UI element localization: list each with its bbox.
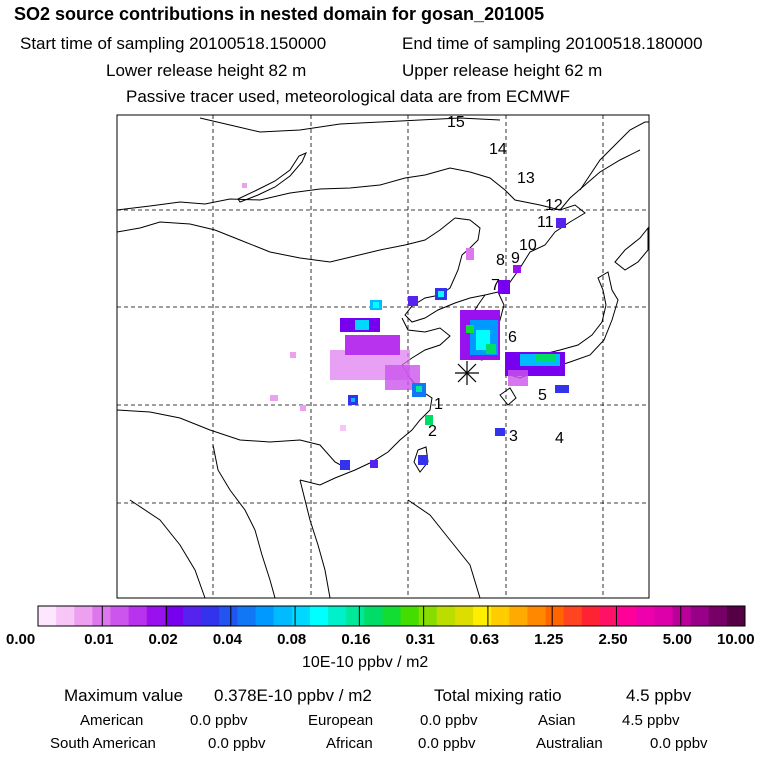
trajectory-label: 9 <box>511 250 520 267</box>
colorbar-swatch <box>110 606 130 626</box>
trajectory-label: 2 <box>428 423 437 440</box>
trajectory-label: 12 <box>545 197 563 214</box>
colorbar-tick-label: 0.01 <box>84 631 114 648</box>
source-value-european: 0.0 ppbv <box>420 712 478 729</box>
colorbar-swatch <box>92 606 112 626</box>
colorbar-swatch <box>364 606 383 626</box>
source-name-australian: Australian <box>536 735 603 752</box>
colorbar-swatch <box>473 606 492 626</box>
trajectory-label: 13 <box>517 170 535 187</box>
max-value-text: 0.378E-10 ppbv / m2 <box>214 686 372 705</box>
colorbar-swatch <box>618 606 637 626</box>
colorbar-swatch <box>346 606 365 626</box>
colorbar-swatch <box>599 606 619 626</box>
colorbar-tick-label: 10.00 <box>717 631 755 648</box>
source-value-asian: 4.5 ppbv <box>622 712 680 729</box>
trajectory-label: 8 <box>496 252 505 269</box>
colorbar-tick-label: 0.08 <box>277 631 307 648</box>
colorbar-tick-label: 0.04 <box>212 631 243 648</box>
trajectory-labels: 1 2 3 4 5 6 7 8 9 10 11 12 13 14 15 <box>428 114 564 447</box>
colorbar-swatch <box>527 606 547 626</box>
colorbar-swatch <box>38 606 57 626</box>
colorbar-swatch <box>237 606 257 626</box>
colorbar-swatch <box>436 606 456 626</box>
trajectory-label: 5 <box>538 387 547 404</box>
colorbar-swatch <box>654 606 673 626</box>
colorbar-swatch <box>164 606 184 626</box>
colorbar-swatch <box>255 606 275 626</box>
receptor-marker <box>455 361 479 385</box>
trajectory-label: 15 <box>447 114 465 131</box>
trajectory-label: 10 <box>519 237 537 254</box>
total-mixing-ratio-label: Total mixing ratio <box>434 686 562 705</box>
colorbar-swatch <box>563 606 583 626</box>
colorbar-swatch <box>581 606 601 626</box>
colorbar-swatch <box>726 606 746 626</box>
colorbar-swatch <box>418 606 438 626</box>
colorbar-tick-label: 0.16 <box>341 631 371 648</box>
colorbar-swatch <box>128 606 148 626</box>
total-mixing-ratio-value: 4.5 ppbv <box>626 686 692 705</box>
colorbar-swatch <box>491 606 510 626</box>
map-panel: 1 2 3 4 5 6 7 8 9 10 11 12 13 14 15 <box>116 114 650 599</box>
trajectory-label: 6 <box>508 329 517 346</box>
end-time-label: End time of sampling 20100518.180000 <box>402 34 703 53</box>
colorbar-swatch <box>309 606 329 626</box>
source-name-american: American <box>80 712 144 729</box>
colorbar-swatch <box>328 606 347 626</box>
colorbar-tick-label: 2.50 <box>598 631 628 648</box>
colorbar-swatch <box>74 606 93 626</box>
source-value-south-american: 0.0 ppbv <box>208 735 266 752</box>
colorbar-tick-label: 0.31 <box>405 631 435 648</box>
colorbar-swatch <box>509 606 528 626</box>
source-value-african: 0.0 ppbv <box>418 735 476 752</box>
colorbar-swatch <box>690 606 710 626</box>
lower-release-height-label: Lower release height 82 m <box>106 61 307 80</box>
trajectory-label: 1 <box>434 396 443 413</box>
source-name-south-american: South American <box>50 735 156 752</box>
colorbar-swatch <box>146 606 166 626</box>
colorbar-swatch <box>291 606 311 626</box>
colorbar-swatch <box>219 606 238 626</box>
colorbar-tick-label: 0.02 <box>148 631 178 648</box>
colorbar-swatch <box>382 606 402 626</box>
colorbar-swatch <box>454 606 474 626</box>
trajectory-label: 7 <box>491 277 500 294</box>
tracer-info-label: Passive tracer used, meteorological data… <box>126 87 571 106</box>
source-name-asian: Asian <box>538 712 576 729</box>
trajectory-label: 3 <box>509 428 518 445</box>
concentration-field <box>242 183 569 470</box>
colorbar-tick-label: 0.63 <box>469 631 500 648</box>
trajectory-label: 14 <box>489 141 507 158</box>
colorbar-swatch <box>636 606 655 626</box>
colorbar-swatch <box>672 606 692 626</box>
trajectory-label: 11 <box>537 214 554 231</box>
colorbar-tick-label: 5.00 <box>662 631 692 648</box>
colorbar-swatch <box>545 606 565 626</box>
colorbar-swatch <box>273 606 293 626</box>
start-time-label: Start time of sampling 20100518.150000 <box>20 34 327 53</box>
colorbar-swatch <box>708 606 728 626</box>
source-value-american: 0.0 ppbv <box>190 712 248 729</box>
colorbar-swatch <box>201 606 220 626</box>
source-name-african: African <box>326 735 373 752</box>
plot-title: SO2 source contributions in nested domai… <box>14 4 545 24</box>
colorbar-units-label: 10E-10 ppbv / m2 <box>302 654 429 671</box>
colorbar-swatch <box>56 606 75 626</box>
colorbar-tick-label: 0.00 <box>6 631 36 648</box>
upper-release-height-label: Upper release height 62 m <box>402 61 603 80</box>
grid-lines <box>117 115 649 598</box>
colorbar-swatch <box>400 606 420 626</box>
max-value-label: Maximum value <box>64 686 184 705</box>
source-name-european: European <box>308 712 374 729</box>
colorbar-swatch <box>183 606 202 626</box>
colorbar <box>37 605 746 627</box>
trajectory-label: 4 <box>555 430 564 447</box>
source-value-australian: 0.0 ppbv <box>650 735 708 752</box>
colorbar-tick-label: 1.25 <box>534 631 564 648</box>
